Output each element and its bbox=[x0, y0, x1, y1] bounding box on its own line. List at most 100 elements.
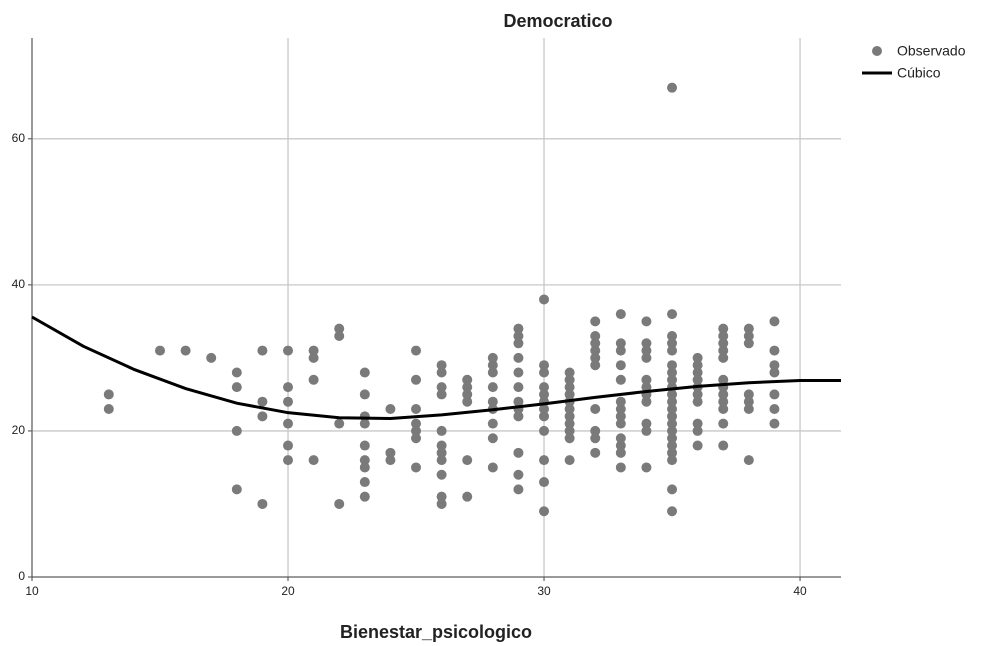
scatter-point bbox=[590, 404, 601, 415]
scatter-point bbox=[231, 367, 242, 378]
scatter-point bbox=[590, 447, 601, 458]
scatter-point bbox=[539, 404, 550, 415]
scatter-point bbox=[513, 447, 524, 458]
chart-title: Democratico bbox=[503, 11, 612, 31]
scatter-point bbox=[487, 352, 498, 363]
scatter-point bbox=[615, 411, 626, 422]
scatter-point bbox=[718, 323, 729, 334]
scatter-point bbox=[334, 498, 345, 509]
scatter-point bbox=[564, 389, 575, 400]
x-tick-label: 20 bbox=[281, 584, 295, 598]
scatter-point bbox=[308, 352, 319, 363]
scatter-point bbox=[436, 367, 447, 378]
scatter-point bbox=[641, 418, 652, 429]
scatter-point bbox=[743, 338, 754, 349]
scatter-point bbox=[513, 382, 524, 393]
scatter-point bbox=[283, 396, 294, 407]
scatter-point bbox=[359, 418, 370, 429]
scatter-point bbox=[692, 396, 703, 407]
scatter-point bbox=[436, 389, 447, 400]
scatter-point bbox=[513, 411, 524, 422]
scatter-point bbox=[487, 396, 498, 407]
scatter-point bbox=[436, 360, 447, 371]
scatter-point bbox=[436, 440, 447, 451]
scatter-point bbox=[769, 389, 780, 400]
scatter-point bbox=[615, 360, 626, 371]
scatter-point bbox=[487, 360, 498, 371]
scatter-point bbox=[667, 506, 678, 517]
y-tick-label: 40 bbox=[12, 277, 26, 291]
scatter-point bbox=[334, 330, 345, 341]
scatter-point bbox=[590, 330, 601, 341]
scatter-point bbox=[641, 425, 652, 436]
scatter-point bbox=[667, 374, 678, 385]
scatter-point bbox=[231, 484, 242, 495]
scatter-point bbox=[334, 418, 345, 429]
scatter-point bbox=[411, 425, 422, 436]
scatter-point bbox=[436, 425, 447, 436]
scatter-point bbox=[513, 330, 524, 341]
scatter-point bbox=[539, 506, 550, 517]
x-tick-label: 10 bbox=[25, 584, 39, 598]
scatter-point bbox=[283, 440, 294, 451]
scatter-point bbox=[564, 433, 575, 444]
y-tick-label: 0 bbox=[18, 569, 25, 583]
scatter-point bbox=[667, 411, 678, 422]
scatter-point bbox=[743, 323, 754, 334]
scatter-point bbox=[615, 338, 626, 349]
scatter-point bbox=[231, 382, 242, 393]
scatter-point bbox=[692, 389, 703, 400]
scatter-point bbox=[231, 425, 242, 436]
scatter-point bbox=[359, 491, 370, 502]
scatter-point bbox=[590, 345, 601, 356]
scatter-point bbox=[667, 418, 678, 429]
scatter-point bbox=[564, 411, 575, 422]
y-tick-label: 60 bbox=[12, 131, 26, 145]
scatter-point bbox=[641, 352, 652, 363]
scatter-point bbox=[615, 418, 626, 429]
scatter-point bbox=[462, 396, 473, 407]
scatter-point bbox=[436, 469, 447, 480]
scatter-point bbox=[769, 404, 780, 415]
scatter-point bbox=[513, 323, 524, 334]
scatter-point bbox=[667, 345, 678, 356]
scatter-point bbox=[359, 389, 370, 400]
scatter-point bbox=[641, 316, 652, 327]
scatter-point bbox=[513, 484, 524, 495]
scatter-point bbox=[667, 389, 678, 400]
scatter-point bbox=[667, 396, 678, 407]
scatter-point bbox=[513, 469, 524, 480]
scatter-point bbox=[641, 462, 652, 473]
scatter-point bbox=[743, 404, 754, 415]
scatter-point bbox=[769, 418, 780, 429]
scatter-point bbox=[718, 374, 729, 385]
scatter-point bbox=[334, 323, 345, 334]
scatter-point bbox=[308, 455, 319, 466]
scatter-point bbox=[667, 425, 678, 436]
scatter-point bbox=[692, 352, 703, 363]
scatter-point bbox=[180, 345, 191, 356]
scatter-point bbox=[564, 404, 575, 415]
scatter-point bbox=[436, 491, 447, 502]
scatter-point bbox=[615, 433, 626, 444]
scatter-point bbox=[590, 360, 601, 371]
scatter-point bbox=[692, 425, 703, 436]
scatter-point bbox=[283, 382, 294, 393]
x-tick-label: 30 bbox=[537, 584, 551, 598]
legend-label: Observado bbox=[897, 43, 966, 59]
scatter-point bbox=[641, 396, 652, 407]
scatter-point bbox=[539, 455, 550, 466]
scatter-point bbox=[359, 462, 370, 473]
scatter-point bbox=[564, 425, 575, 436]
scatter-point bbox=[539, 425, 550, 436]
scatter-point bbox=[513, 396, 524, 407]
scatter-point bbox=[539, 360, 550, 371]
scatter-point bbox=[692, 374, 703, 385]
scatter-point bbox=[283, 455, 294, 466]
scatter-point bbox=[769, 345, 780, 356]
scatter-point bbox=[718, 440, 729, 451]
scatter-point bbox=[615, 345, 626, 356]
scatter-point bbox=[564, 367, 575, 378]
scatter-point bbox=[308, 345, 319, 356]
